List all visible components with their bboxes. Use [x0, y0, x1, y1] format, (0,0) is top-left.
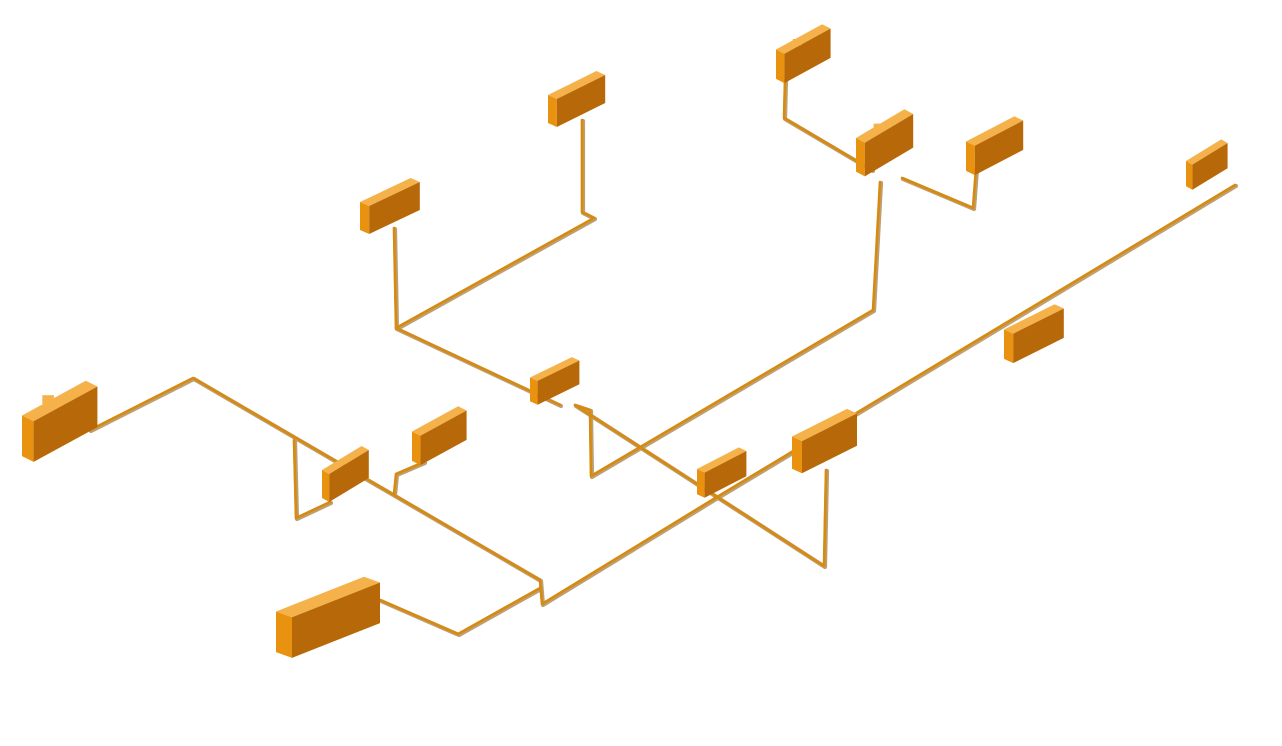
- connector-top-right-b: [966, 116, 1024, 176]
- connector-top-right-a: [776, 24, 831, 84]
- wire-branch-bottom: [378, 586, 542, 636]
- connector-top-left-a: [360, 178, 420, 234]
- wire-branch-top-right-a: [782, 78, 874, 172]
- connector-large-left: [22, 380, 98, 462]
- wire-branch-top-right-b: [900, 166, 978, 210]
- wire-segments: [88, 78, 1239, 638]
- wire-trunk-main: [88, 183, 1237, 606]
- connector-bottom-long: [276, 576, 380, 658]
- connector-center-right: [697, 447, 747, 498]
- wire-branch-top-left: [392, 118, 596, 330]
- connector-left-small: [412, 406, 467, 466]
- connector-top-left-b: [548, 71, 606, 127]
- connector-left-mid: [322, 446, 369, 502]
- connector-far-right: [1186, 139, 1228, 190]
- connector-right-mid: [1004, 304, 1064, 364]
- wire-branch-center-cross: [573, 180, 882, 568]
- wire-branch-left-loop: [292, 438, 332, 520]
- connector-top-right-hub: [856, 109, 914, 177]
- wire-branch-left-small: [392, 460, 426, 496]
- connector-mid-right: [792, 408, 857, 474]
- connector-center: [530, 357, 580, 405]
- connectors: [22, 24, 1228, 658]
